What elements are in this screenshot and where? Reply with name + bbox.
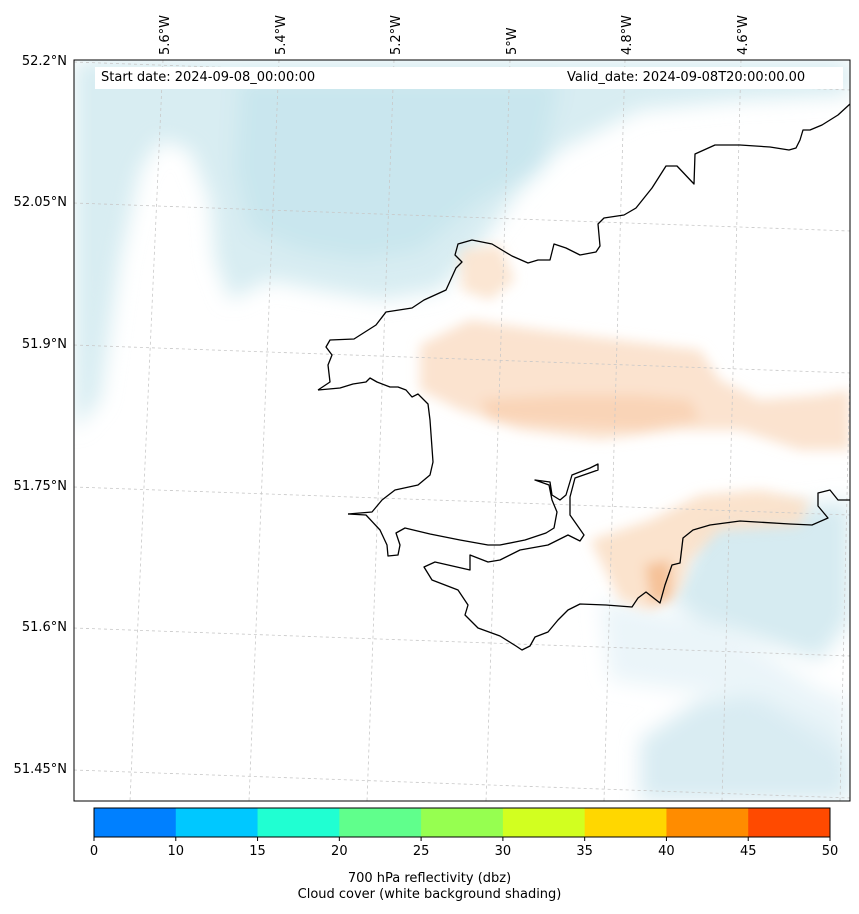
coastline bbox=[317, 103, 850, 651]
coastline-north bbox=[317, 103, 850, 391]
colorbar-tick-label-9: 50 bbox=[822, 844, 839, 859]
lat-label-52.05N: 52.05°N bbox=[14, 195, 67, 210]
colorbar: 0 10 15 20 25 30 35 40 45 50 bbox=[90, 807, 839, 859]
colorbar-segment-0 bbox=[94, 808, 177, 837]
reflectivity-southeast-core bbox=[645, 560, 672, 605]
colorbar-sublabel: Cloud cover (white background shading) bbox=[297, 887, 562, 902]
lat-label-51.6N: 51.6°N bbox=[22, 620, 67, 635]
lon-label-5.2W: 5.2°W bbox=[389, 15, 404, 55]
colorbar-segment-3 bbox=[339, 808, 422, 837]
colorbar-tick-label-8: 45 bbox=[740, 844, 757, 859]
colorbar-tick-label-6: 35 bbox=[576, 844, 593, 859]
colorbar-tick-label-0: 0 bbox=[90, 844, 98, 859]
meridian-5.4W bbox=[248, 60, 280, 801]
colorbar-segment-8 bbox=[748, 808, 831, 837]
colorbar-segment-2 bbox=[257, 808, 340, 837]
coastline-milford-haven bbox=[347, 463, 850, 651]
lon-label-4.6W: 4.6°W bbox=[736, 15, 751, 55]
colorbar-label: 700 hPa reflectivity (dbz) bbox=[347, 871, 512, 886]
reflectivity-southeast bbox=[590, 490, 810, 610]
colorbar-segment-4 bbox=[421, 808, 504, 837]
colorbar-segment-7 bbox=[666, 808, 749, 837]
map-frame bbox=[73, 59, 851, 802]
colorbar-frame bbox=[93, 807, 831, 838]
coastline-west-north-shore bbox=[317, 377, 434, 515]
colorbar-tick-label-2: 15 bbox=[249, 844, 266, 859]
colorbar-segment-5 bbox=[502, 808, 586, 837]
latitude-labels: 52.2°N 52.05°N 51.9°N 51.75°N 51.6°N 51.… bbox=[14, 54, 67, 777]
start-date-label: Start date: 2024-09-08_00:00:00 bbox=[95, 67, 567, 89]
colorbar-tick-label-3: 20 bbox=[331, 844, 348, 859]
longitude-labels: 5.6°W 5.4°W 5.2°W 5°W 4.8°W 4.6°W bbox=[158, 15, 751, 55]
cloud-southeast bbox=[670, 500, 850, 660]
lat-label-51.75N: 51.75°N bbox=[14, 479, 67, 494]
lat-label-51.45N: 51.45°N bbox=[14, 762, 67, 777]
colorbar-tick-label-7: 40 bbox=[658, 844, 675, 859]
lon-label-5.4W: 5.4°W bbox=[274, 15, 289, 55]
lon-label-4.8W: 4.8°W bbox=[620, 15, 635, 55]
reflectivity-core bbox=[480, 395, 700, 430]
cloud-north-core bbox=[235, 80, 560, 260]
colorbar-tick-label-4: 25 bbox=[413, 844, 430, 859]
lon-label-5W: 5°W bbox=[505, 27, 520, 55]
lon-label-5.6W: 5.6°W bbox=[158, 15, 173, 55]
lat-label-52.2N: 52.2°N bbox=[22, 54, 67, 69]
colorbar-segment-1 bbox=[175, 808, 259, 837]
colorbar-segment-6 bbox=[584, 808, 667, 837]
colorbar-tick-label-1: 10 bbox=[168, 844, 185, 859]
lat-label-51.9N: 51.9°N bbox=[22, 337, 67, 352]
meridian-5.6W bbox=[129, 60, 164, 801]
reflectivity-north-blob bbox=[460, 245, 515, 300]
reflectivity-shading bbox=[420, 245, 850, 610]
shading-layer bbox=[74, 60, 850, 801]
colorbar-tick-label-5: 30 bbox=[495, 844, 512, 859]
valid-date-label: Valid_date: 2024-09-08T20:00:00.00 bbox=[561, 67, 843, 89]
graticule bbox=[74, 60, 850, 801]
